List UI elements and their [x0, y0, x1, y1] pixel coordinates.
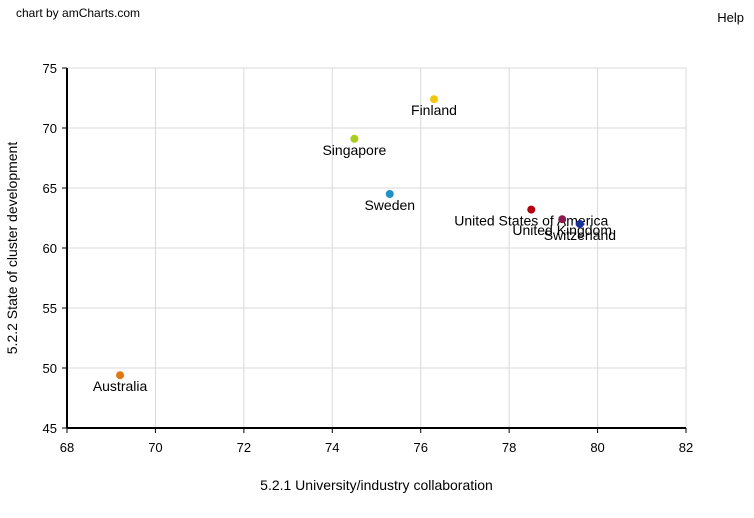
- y-tick-label: 50: [43, 361, 57, 376]
- y-axis-title: 5.2.2 State of cluster development: [4, 142, 20, 355]
- x-tick-label: 76: [413, 440, 427, 455]
- data-point: [527, 205, 536, 214]
- x-tick-label: 70: [148, 440, 162, 455]
- y-tick-label: 45: [43, 421, 57, 436]
- data-point-label: Switzerland: [544, 227, 616, 243]
- x-tick-label: 80: [590, 440, 604, 455]
- data-point: [385, 190, 394, 198]
- y-tick-label: 70: [43, 121, 57, 136]
- x-axis-title: 5.2.1 University/industry collaboration: [260, 477, 493, 493]
- x-tick-label: 78: [502, 440, 516, 455]
- help-link[interactable]: Help: [717, 10, 744, 25]
- tick-labels: 68 70 72 74 76 78 80 82 45 50 55 60 65 70 75: [43, 61, 694, 455]
- data-point-label: Singapore: [322, 142, 386, 158]
- data-point: [350, 134, 359, 143]
- y-tick-label: 55: [43, 301, 57, 316]
- x-tick-label: 74: [325, 440, 339, 455]
- y-tick-label: 60: [43, 241, 57, 256]
- data-point: [116, 371, 125, 380]
- axes: [62, 67, 687, 433]
- data-point-label: Sweden: [364, 197, 415, 213]
- data-point-label: United Kingdom: [512, 222, 612, 238]
- data-point-label: United States of America: [454, 213, 608, 229]
- data-point: [575, 220, 584, 228]
- x-tick-label: 72: [237, 440, 251, 455]
- x-tick-label: 82: [679, 440, 693, 455]
- data-point: [558, 215, 567, 224]
- data-point: [429, 95, 438, 104]
- y-tick-label: 65: [43, 181, 57, 196]
- amcharts-credit-link[interactable]: chart by amCharts.com: [16, 6, 141, 20]
- data-point-label: Finland: [411, 102, 457, 118]
- y-tick-label: 75: [43, 61, 57, 76]
- data-points: Finland Singapore Sweden United States of A…: [93, 95, 616, 394]
- grid-lines: [66, 67, 687, 429]
- x-tick-label: 68: [60, 440, 74, 455]
- data-point-label: Australia: [93, 378, 148, 394]
